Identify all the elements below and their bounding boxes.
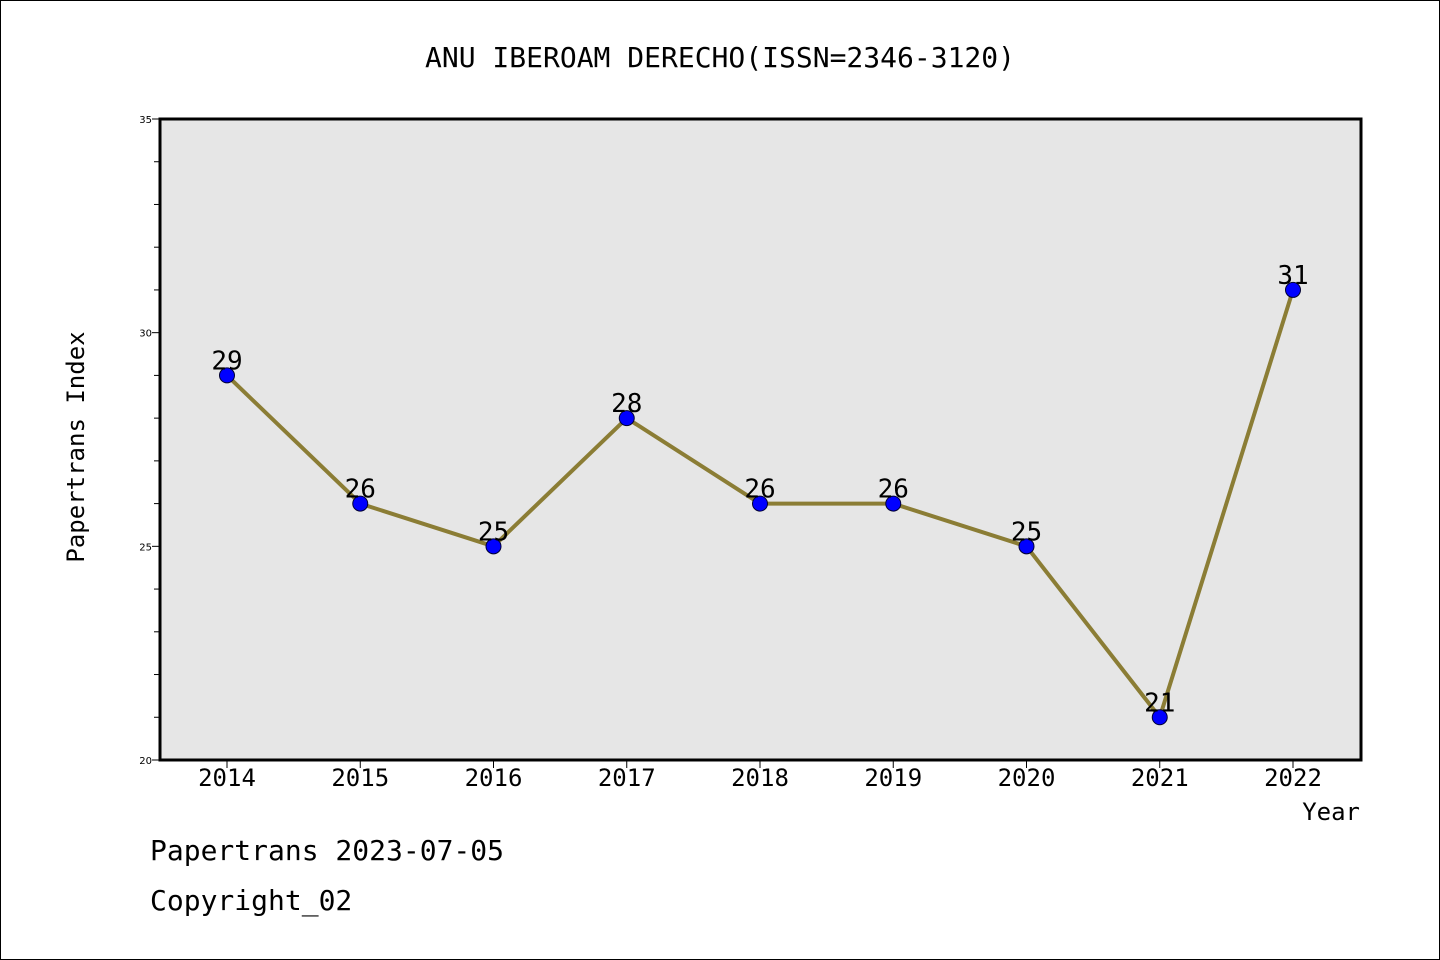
y-tick-label: 35 <box>139 115 152 126</box>
data-label: 21 <box>1144 688 1175 718</box>
x-tick-label: 2016 <box>465 764 523 792</box>
x-tick-label: 2017 <box>598 764 656 792</box>
data-point-marker <box>885 495 902 512</box>
data-label: 26 <box>345 475 376 505</box>
x-axis-label: Year <box>1302 798 1360 826</box>
footer-date-text: Papertrans 2023-07-05 <box>150 834 505 867</box>
data-label: 25 <box>478 517 509 547</box>
data-point-marker <box>1285 281 1301 298</box>
y-tick-label: 20 <box>139 756 152 767</box>
x-tick-label: 2022 <box>1264 764 1322 792</box>
footer-copyright-text: Copyright_02 <box>150 884 353 917</box>
y-tick-label: 25 <box>139 542 152 553</box>
data-label: 26 <box>744 475 775 505</box>
data-label: 25 <box>1011 517 1042 547</box>
data-point-marker <box>1018 538 1035 555</box>
y-axis-ticks: 20 25 30 35 <box>139 115 160 767</box>
x-tick-label: 2014 <box>198 764 256 792</box>
data-point-marker <box>618 410 635 427</box>
chart-title: ANU IBEROAM DERECHO(ISSN=2346-3120) <box>425 41 1015 74</box>
data-markers <box>219 281 1301 726</box>
plot-border <box>158 117 1363 762</box>
data-label: 26 <box>878 475 909 505</box>
data-labels: 29 26 25 28 26 26 25 21 31 <box>211 261 1308 718</box>
x-tick-label: 2019 <box>864 764 922 792</box>
data-point-marker <box>752 495 768 512</box>
data-label: 28 <box>611 389 642 419</box>
data-point-marker <box>219 367 235 384</box>
data-label: 29 <box>211 346 242 376</box>
data-label: 31 <box>1277 261 1308 291</box>
x-tick-label: 2015 <box>331 764 389 792</box>
x-tick-label: 2020 <box>998 764 1056 792</box>
x-tick-label: 2018 <box>731 764 789 792</box>
y-tick-label: 30 <box>139 329 152 340</box>
plot-area <box>160 119 1361 760</box>
x-tick-label: 2021 <box>1131 764 1189 792</box>
data-point-marker <box>1151 709 1168 726</box>
y-axis-label: Papertrans Index <box>62 331 90 562</box>
data-point-marker <box>352 495 369 512</box>
data-point-marker <box>485 538 502 555</box>
x-axis-ticks: 2014 2015 2016 2017 2018 2019 2020 2021 2022 <box>198 760 1322 792</box>
